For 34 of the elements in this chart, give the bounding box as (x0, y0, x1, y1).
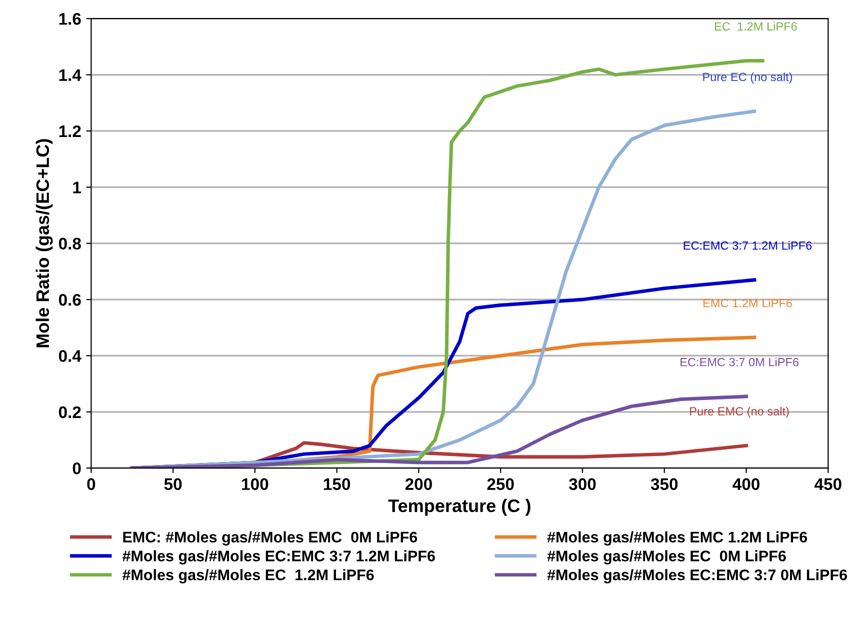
x-tick-label: 200 (405, 478, 432, 490)
x-tick-label: 350 (650, 478, 678, 490)
x-tick-label: 150 (324, 478, 350, 490)
y-tick-label: 0.6 (58, 294, 81, 306)
y-axis-title: Mole Ratio (gas/(EC+LC) (36, 139, 53, 348)
legend-label: #Moles gas/#Moles EMC 1.2M LiPF6 (547, 531, 808, 546)
line-series (130, 394, 748, 468)
y-tick-label: 0 (72, 462, 81, 474)
x-tick-label: 50 (164, 478, 182, 490)
legend-label: #Moles gas/#Moles EC 1.2M LiPF6 (122, 569, 374, 584)
x-tick-label: 300 (568, 478, 596, 490)
legend-label: #Moles gas/#Moles EC:EMC 3:7 0M LiPF6 (547, 569, 847, 584)
x-tick-label: 250 (487, 478, 514, 490)
legend-label: #Moles gas/#Moles EC:EMC 3:7 1.2M LiPF6 (122, 550, 435, 564)
y-tick-label: 1.2 (59, 125, 81, 138)
x-tick-label: 400 (732, 478, 760, 490)
y-tick-label: 1 (73, 182, 81, 194)
y-tick-label: 0.2 (58, 406, 81, 418)
y-tick-label: 0.8 (58, 238, 81, 250)
x-tick-label: 450 (814, 478, 842, 490)
legend-label: #Moles gas/#Moles EC 0M LiPF6 (547, 550, 786, 564)
annotation: Pure EC (no salt) (703, 72, 792, 84)
annotation: EC 1.2M LiPF6 (715, 22, 797, 31)
y-tick-label: 1.6 (59, 13, 81, 25)
annotation: Pure EMC (no salt) (690, 406, 789, 418)
annotation: EC:EMC 3:7 0M LiPF6 (680, 358, 798, 366)
annotation: EC:EMC 3:7 1.2M LiPF6 (684, 241, 812, 250)
y-tick-label: 1.4 (59, 69, 82, 81)
x-tick-label: 100 (242, 478, 268, 490)
x-axis-title: Temperature (C ) (388, 498, 530, 516)
annotation: EMC 1.2M LiPF6 (704, 298, 792, 308)
x-tick-label: 0 (87, 478, 96, 490)
y-tick-label: 0.4 (58, 350, 82, 362)
legend-label: EMC: #Moles gas/#Moles EMC 0M LiPF6 (123, 531, 418, 546)
